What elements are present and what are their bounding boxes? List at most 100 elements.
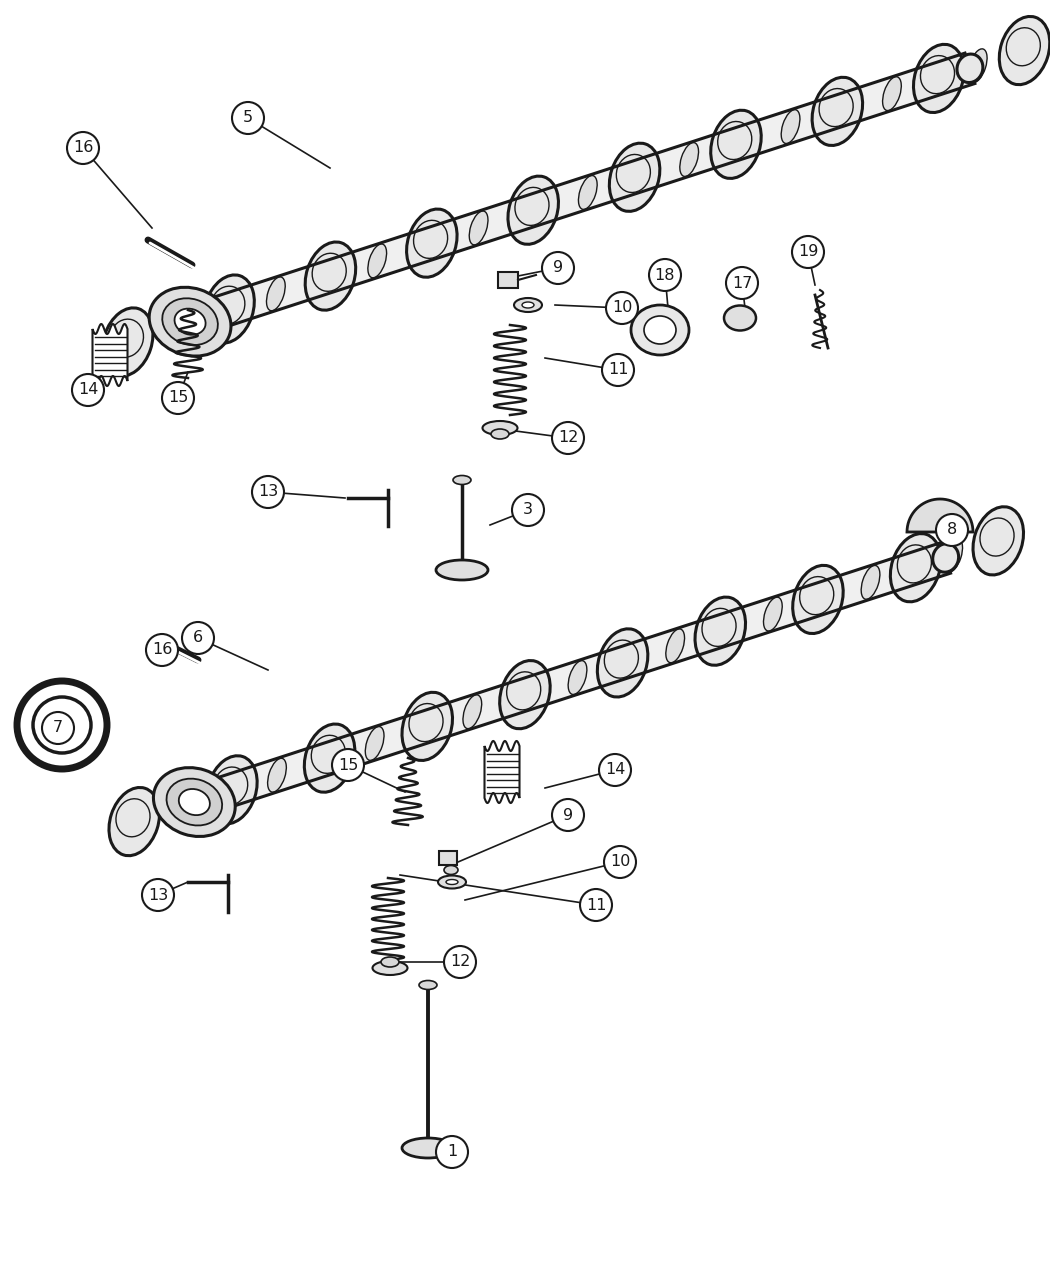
Text: 15: 15	[338, 757, 358, 773]
Circle shape	[512, 493, 544, 527]
Text: 11: 11	[586, 898, 606, 913]
Ellipse shape	[406, 209, 457, 277]
Text: 14: 14	[78, 382, 99, 398]
Text: 10: 10	[612, 301, 632, 315]
Circle shape	[182, 622, 214, 654]
Text: 5: 5	[243, 111, 253, 125]
Ellipse shape	[365, 727, 384, 760]
Ellipse shape	[149, 287, 231, 356]
Ellipse shape	[631, 305, 689, 354]
Ellipse shape	[666, 629, 685, 663]
Text: 6: 6	[193, 631, 203, 645]
Ellipse shape	[453, 476, 471, 484]
Circle shape	[67, 133, 99, 164]
Ellipse shape	[373, 961, 407, 975]
Circle shape	[252, 476, 284, 507]
Ellipse shape	[109, 788, 160, 856]
Circle shape	[649, 259, 681, 291]
Ellipse shape	[522, 302, 534, 309]
Ellipse shape	[438, 876, 466, 889]
Text: 10: 10	[610, 854, 630, 870]
Ellipse shape	[944, 538, 963, 572]
Circle shape	[606, 292, 638, 324]
Ellipse shape	[402, 1139, 454, 1158]
Circle shape	[936, 514, 968, 546]
Ellipse shape	[514, 298, 542, 312]
Ellipse shape	[695, 597, 746, 666]
Ellipse shape	[402, 692, 453, 760]
Text: 11: 11	[608, 362, 628, 377]
Ellipse shape	[268, 759, 287, 792]
Ellipse shape	[267, 277, 286, 311]
Ellipse shape	[306, 242, 356, 310]
Circle shape	[552, 799, 584, 831]
Ellipse shape	[932, 543, 959, 572]
FancyBboxPatch shape	[439, 850, 457, 864]
Ellipse shape	[579, 176, 597, 209]
Ellipse shape	[968, 48, 987, 83]
Ellipse shape	[793, 565, 843, 634]
Ellipse shape	[763, 597, 782, 631]
Circle shape	[604, 847, 636, 878]
Ellipse shape	[419, 980, 437, 989]
Ellipse shape	[491, 428, 509, 439]
Ellipse shape	[724, 306, 756, 330]
Text: 19: 19	[798, 245, 818, 260]
Ellipse shape	[167, 779, 223, 825]
Ellipse shape	[446, 880, 458, 885]
Ellipse shape	[711, 110, 761, 178]
Ellipse shape	[463, 695, 482, 728]
Ellipse shape	[914, 45, 964, 112]
Circle shape	[598, 754, 631, 785]
Ellipse shape	[436, 560, 488, 580]
Circle shape	[162, 382, 194, 414]
Text: 9: 9	[563, 807, 573, 822]
Text: 13: 13	[148, 887, 168, 903]
Ellipse shape	[170, 790, 189, 824]
Text: 8: 8	[947, 523, 958, 538]
Polygon shape	[189, 543, 950, 817]
Ellipse shape	[368, 244, 386, 278]
Text: 15: 15	[168, 390, 188, 405]
Ellipse shape	[957, 54, 983, 83]
Text: 18: 18	[655, 268, 675, 283]
Ellipse shape	[444, 866, 458, 875]
Text: 7: 7	[52, 720, 63, 736]
Text: 12: 12	[449, 955, 470, 969]
Circle shape	[542, 252, 574, 284]
Text: 12: 12	[558, 431, 579, 445]
Ellipse shape	[381, 958, 399, 966]
Ellipse shape	[781, 110, 800, 144]
Text: 3: 3	[523, 502, 533, 518]
Ellipse shape	[469, 212, 488, 245]
Ellipse shape	[207, 756, 257, 824]
Circle shape	[146, 634, 178, 666]
Circle shape	[444, 946, 476, 978]
Ellipse shape	[163, 298, 218, 346]
Ellipse shape	[973, 506, 1024, 575]
Ellipse shape	[609, 143, 659, 212]
Circle shape	[436, 1136, 468, 1168]
Text: 14: 14	[605, 762, 625, 778]
Circle shape	[792, 236, 824, 268]
Ellipse shape	[679, 143, 698, 176]
Ellipse shape	[165, 310, 184, 344]
Ellipse shape	[304, 724, 355, 792]
Ellipse shape	[33, 697, 91, 754]
Circle shape	[726, 266, 758, 300]
Circle shape	[142, 878, 174, 912]
Polygon shape	[484, 741, 520, 803]
Ellipse shape	[204, 275, 254, 343]
Ellipse shape	[178, 789, 210, 815]
Ellipse shape	[500, 660, 550, 729]
Text: 9: 9	[553, 260, 563, 275]
Text: 1: 1	[447, 1145, 457, 1159]
Text: 16: 16	[72, 140, 93, 156]
Circle shape	[552, 422, 584, 454]
Polygon shape	[92, 324, 127, 386]
Text: 13: 13	[258, 484, 278, 500]
Circle shape	[72, 374, 104, 405]
Ellipse shape	[861, 565, 880, 599]
Circle shape	[42, 711, 74, 745]
Ellipse shape	[174, 309, 206, 335]
